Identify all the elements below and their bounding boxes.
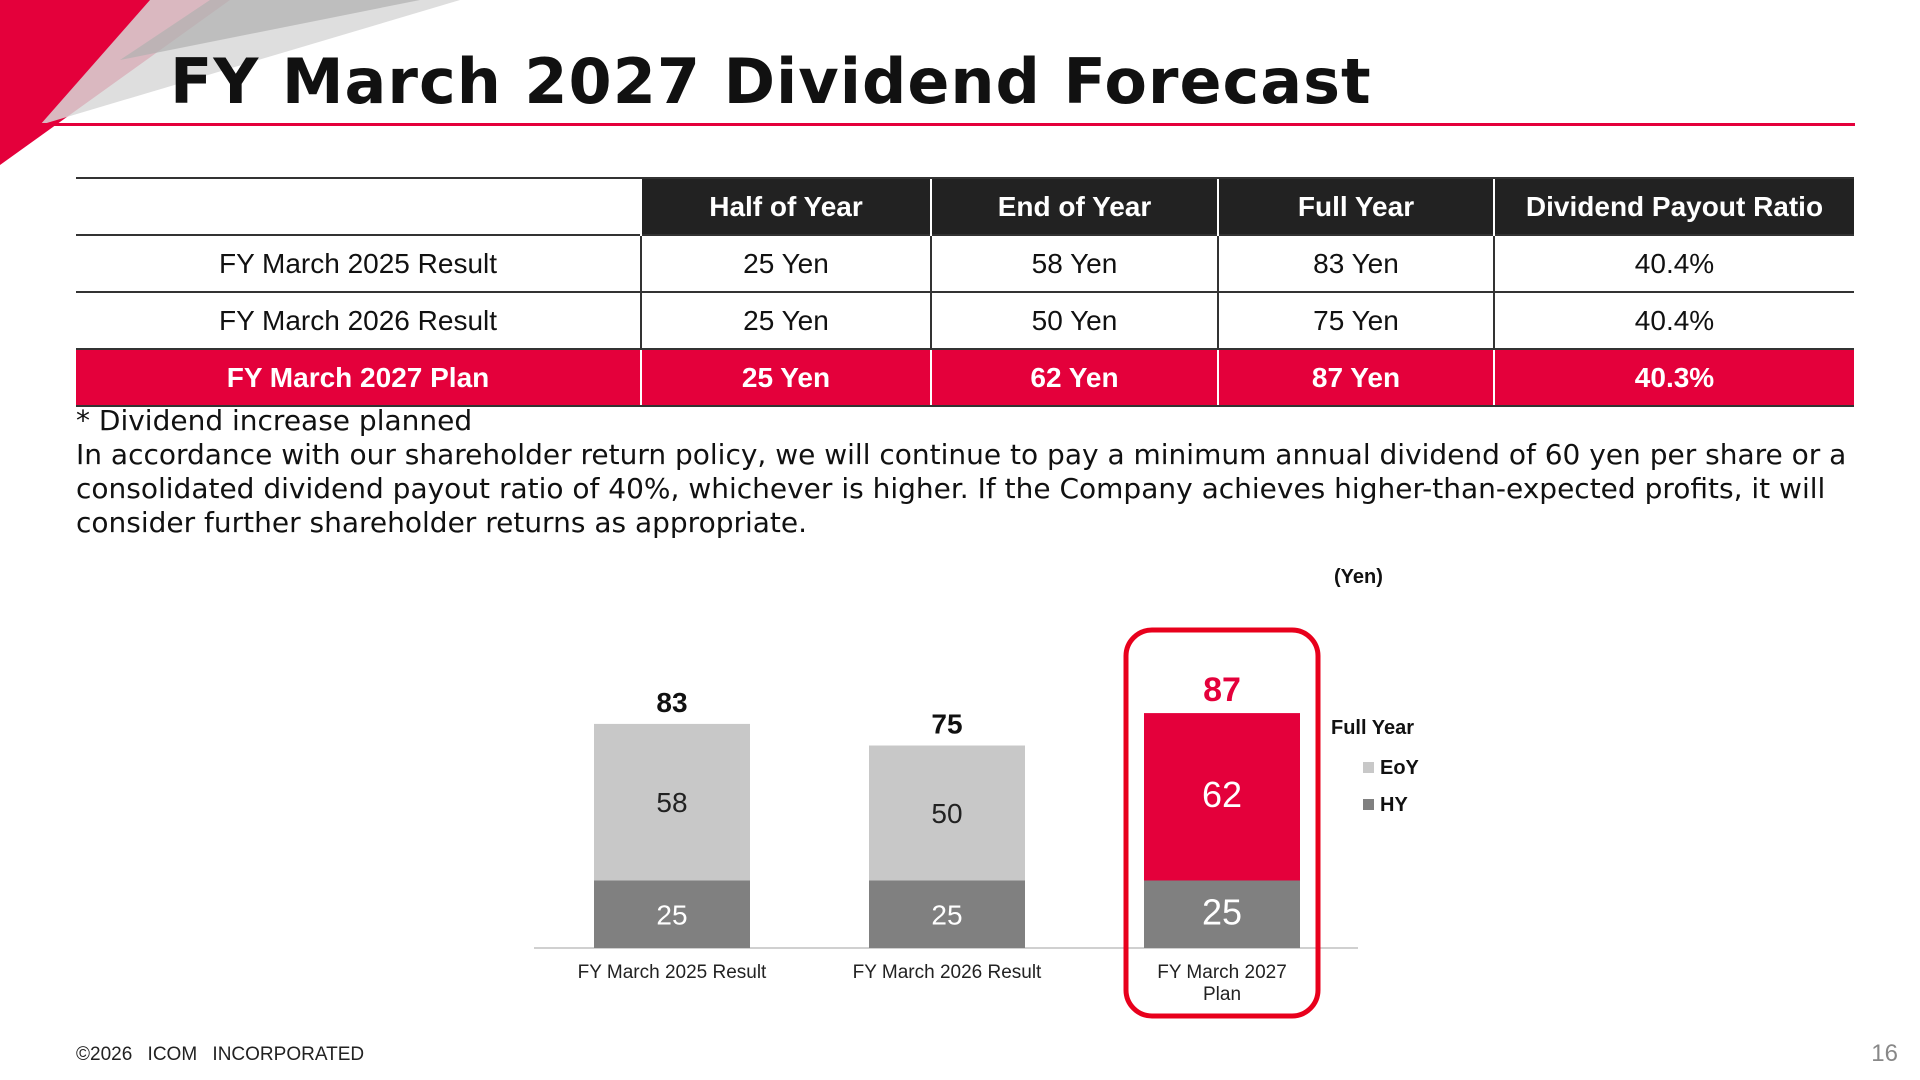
table-cell: 25 Yen	[640, 348, 931, 407]
total-label: 75	[931, 709, 962, 740]
table-row-plan: FY March 2027 Plan 25 Yen 62 Yen 87 Yen …	[76, 348, 1854, 407]
table-cell: 58 Yen	[930, 234, 1218, 292]
table-row: FY March 2025 Result 25 Yen 58 Yen 83 Ye…	[76, 234, 1854, 292]
table-cell: 83 Yen	[1217, 234, 1494, 292]
bar-eoy	[594, 723, 750, 881]
total-label: 83	[656, 687, 687, 718]
table-cell: 40.4%	[1493, 234, 1854, 292]
legend-label: EoY	[1380, 757, 1420, 779]
category-label: FY March 2026 Result	[853, 962, 1042, 983]
table-row: FY March 2026 Result 25 Yen 50 Yen 75 Ye…	[76, 291, 1854, 349]
title-underline	[0, 123, 1855, 126]
category-label: FY March 2025 Result	[578, 962, 767, 983]
table-cell: 40.4%	[1493, 291, 1854, 349]
table-header-cell: End of Year	[930, 177, 1218, 235]
table-cell: FY March 2025 Result	[76, 234, 641, 292]
data-label-hy: 25	[656, 899, 687, 930]
bar-eoy	[869, 745, 1025, 881]
page-number: 16	[1871, 1040, 1898, 1067]
table-cell: 25 Yen	[640, 291, 931, 349]
dividend-table: Half of Year End of Year Full Year Divid…	[76, 177, 1854, 407]
category-label: FY March 2027	[1157, 962, 1287, 983]
table-header-row: Half of Year End of Year Full Year Divid…	[76, 177, 1854, 235]
bar-eoy	[1144, 713, 1300, 881]
table-cell: 25 Yen	[640, 234, 931, 292]
page-title: FY March 2027 Dividend Forecast	[170, 45, 1372, 118]
data-label-eoy: 58	[656, 787, 687, 818]
table-cell: 87 Yen	[1217, 348, 1494, 407]
bar-hy	[1144, 880, 1300, 948]
table-cell: 50 Yen	[930, 291, 1218, 349]
table-header-cell	[76, 177, 641, 235]
highlight-outline	[1123, 627, 1321, 1019]
table-cell: 40.3%	[1493, 348, 1854, 407]
legend-swatch	[1363, 762, 1374, 773]
bar-hy	[594, 880, 750, 948]
legend-title: Full Year	[1331, 717, 1414, 739]
legend-swatch	[1363, 799, 1374, 810]
table-cell: FY March 2026 Result	[76, 291, 641, 349]
notes: * Dividend increase planned In accordanc…	[76, 404, 1866, 540]
table-header-cell: Full Year	[1217, 177, 1494, 235]
data-label-eoy: 50	[931, 798, 962, 829]
unit-label: (Yen)	[1334, 566, 1383, 588]
note-dividend-increase: * Dividend increase planned	[76, 404, 473, 437]
category-label: Plan	[1203, 984, 1241, 1005]
table-cell: FY March 2027 Plan	[76, 348, 641, 407]
legend-label: HY	[1380, 794, 1408, 816]
table-header-cell: Half of Year	[640, 177, 931, 235]
total-label: 87	[1203, 671, 1241, 709]
note-policy: In accordance with our shareholder retur…	[76, 438, 1847, 539]
copyright: ©2026 ICOM INCORPORATED	[76, 1044, 365, 1065]
data-label-eoy: 62	[1202, 774, 1242, 815]
data-label-hy: 25	[931, 899, 962, 930]
table-cell: 62 Yen	[930, 348, 1218, 407]
bar-hy	[869, 880, 1025, 948]
table-header-cell: Dividend Payout Ratio	[1493, 177, 1854, 235]
table-cell: 75 Yen	[1217, 291, 1494, 349]
data-label-hy: 25	[1202, 891, 1242, 932]
